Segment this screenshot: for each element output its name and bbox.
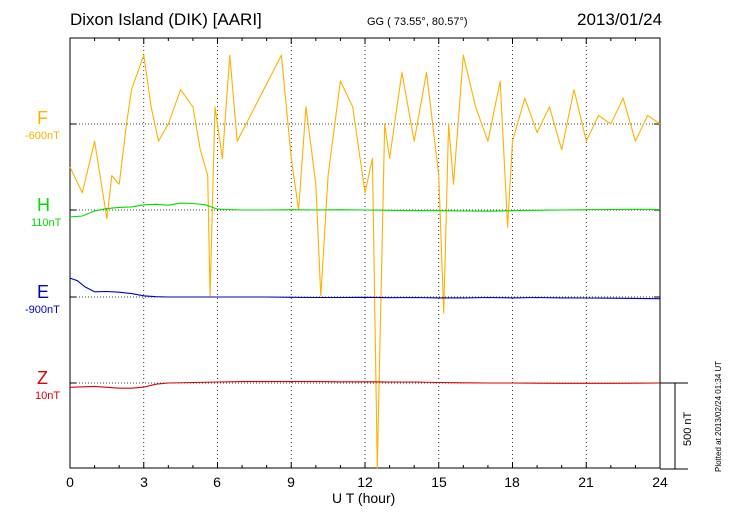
chart-date: 2013/01/24 — [577, 10, 663, 29]
x-tick-label: 9 — [287, 474, 295, 490]
scale-bar — [660, 382, 688, 470]
x-tick-label: 3 — [140, 474, 148, 490]
series-line-f — [69, 54, 661, 469]
x-tick-label: 21 — [578, 474, 594, 490]
channel-baseline-e: -900nT — [25, 304, 60, 316]
x-tick-marks — [69, 38, 661, 468]
series-line-z — [69, 381, 661, 389]
x-axis-label: U T (hour) — [332, 490, 396, 506]
x-tick-label: 15 — [431, 474, 447, 490]
station-coordinates: GG ( 73.55°, 80.57°) — [367, 16, 468, 28]
scale-bar-label: 500 nT — [682, 411, 694, 446]
x-tick-label: 24 — [652, 474, 668, 490]
x-tick-label: 18 — [504, 474, 520, 490]
series-line-e — [69, 277, 661, 300]
vertical-gridlines — [143, 38, 587, 468]
channel-label-e: E — [37, 282, 50, 302]
plotted-timestamp: Plotted at 2013/02/24 01:34 UT — [714, 360, 723, 472]
channel-baseline-f: -600nT — [25, 130, 60, 142]
station-title: Dixon Island (DIK) [AARI] — [70, 10, 262, 29]
series-line-h — [69, 202, 661, 218]
x-tick-label: 6 — [213, 474, 221, 490]
channel-baseline-h: 110nT — [31, 217, 62, 229]
x-tick-label: 12 — [357, 474, 373, 490]
channel-label-h: H — [37, 195, 50, 215]
x-tick-label: 0 — [66, 474, 74, 490]
channel-label-z: Z — [37, 368, 48, 388]
series-lines — [69, 54, 661, 469]
channel-label-f: F — [37, 108, 48, 128]
channel-baseline-z: 10nT — [35, 390, 61, 402]
